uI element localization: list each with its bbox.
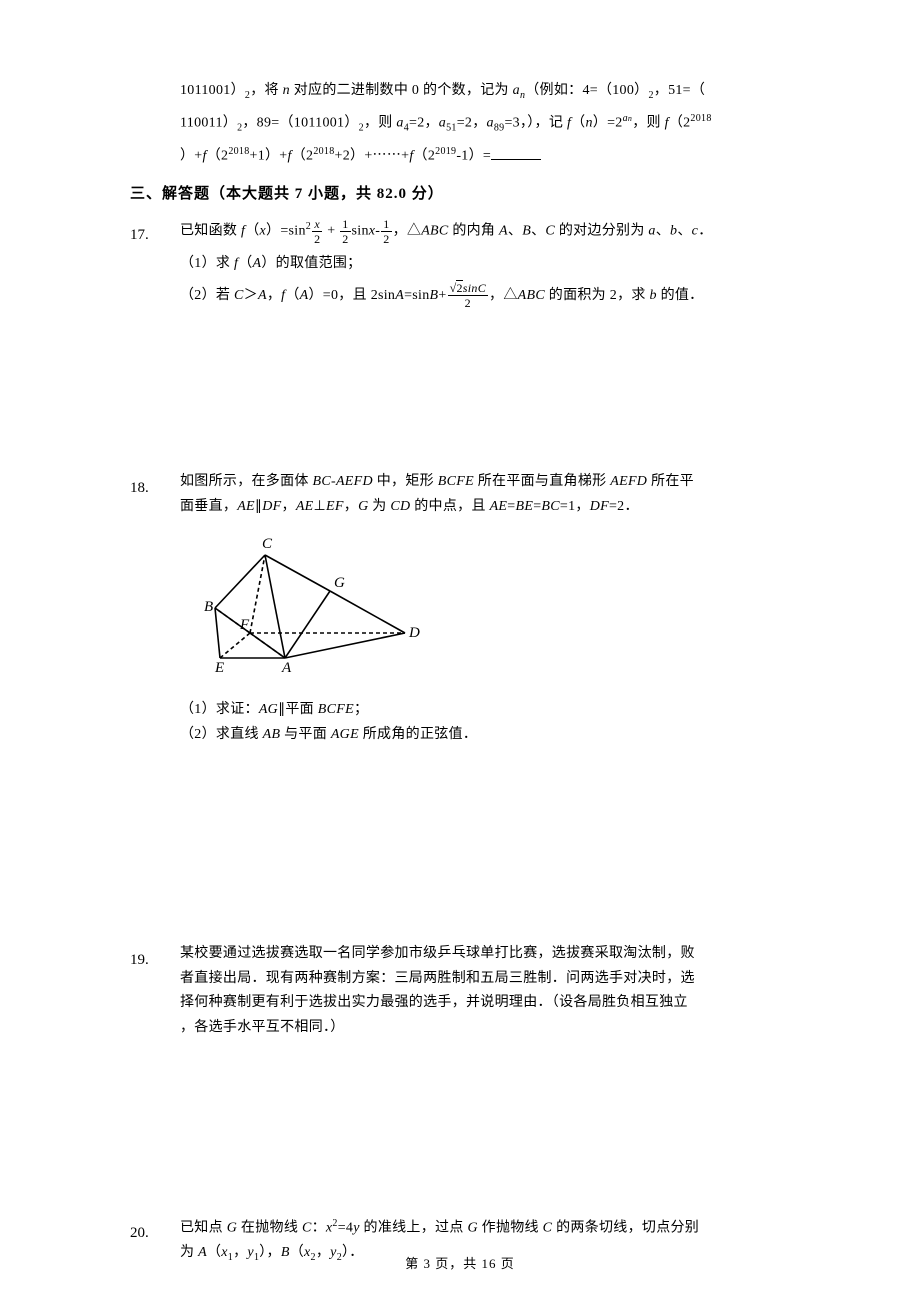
sub-1: （1）求证：AG∥平面 BCFE； bbox=[180, 698, 790, 723]
problem-number: 18. bbox=[130, 470, 180, 506]
fill-blank bbox=[491, 159, 541, 160]
problem-17: 17. 已知函数 f（x）=sin2x2 + 12sinx-12，△ABC 的内… bbox=[130, 217, 790, 310]
label-G: G bbox=[334, 575, 345, 591]
label-D: D bbox=[408, 625, 420, 641]
stem: 如图所示，在多面体 BC-AEFD 中，矩形 BCFE 所在平面与直角梯形 AE… bbox=[180, 470, 790, 519]
stem: 已知函数 f（x）=sin2x2 + 12sinx-12，△ABC 的内角 A、… bbox=[180, 217, 790, 246]
problem-16-continued: 1011001）2，将 n 对应的二进制数中 0 的个数，记为 an（例如：4=… bbox=[180, 75, 790, 173]
problem-body: 已知函数 f（x）=sin2x2 + 12sinx-12，△ABC 的内角 A、… bbox=[180, 217, 790, 310]
line-1: 1011001）2，将 n 对应的二进制数中 0 的个数，记为 an（例如：4=… bbox=[180, 75, 790, 107]
label-F: F bbox=[239, 617, 250, 633]
problem-number: 20. bbox=[130, 1215, 180, 1251]
problem-body: 如图所示，在多面体 BC-AEFD 中，矩形 BCFE 所在平面与直角梯形 AE… bbox=[180, 470, 790, 747]
line-2: 110011）2，89=（1011001）2，则 a4=2，a51=2，a89=… bbox=[180, 107, 790, 140]
geometry-diagram: B C G D E F A bbox=[190, 533, 790, 684]
sub-1: （1）求 f（A）的取值范围； bbox=[180, 250, 790, 278]
problem-body: 某校要通过选拔赛选取一名同学参加市级乒乓球单打比赛，选拔赛采取淘汰制，败 者直接… bbox=[180, 942, 790, 1040]
problem-number: 17. bbox=[130, 217, 180, 253]
sub-2: （2）求直线 AB 与平面 AGE 所成角的正弦值． bbox=[180, 723, 790, 748]
section-3-header: 三、解答题（本大题共 7 小题，共 82.0 分） bbox=[130, 177, 790, 212]
page-footer: 第 3 页，共 16 页 bbox=[0, 1253, 920, 1272]
line-3: ）+f（22018+1）+f（22018+2）+⋯⋯+f（22019-1）= bbox=[180, 140, 790, 173]
label-A: A bbox=[281, 660, 292, 673]
label-E: E bbox=[214, 660, 224, 673]
problem-18: 18. 如图所示，在多面体 BC-AEFD 中，矩形 BCFE 所在平面与直角梯… bbox=[130, 470, 790, 747]
problem-19: 19. 某校要通过选拔赛选取一名同学参加市级乒乓球单打比赛，选拔赛采取淘汰制，败… bbox=[130, 942, 790, 1040]
label-C: C bbox=[262, 536, 273, 552]
label-B: B bbox=[204, 599, 213, 615]
problem-number: 19. bbox=[130, 942, 180, 978]
sub-2: （2）若 C＞A，f（A）=0，且 2sinA=sinB+√2sinC2，△AB… bbox=[180, 282, 790, 310]
